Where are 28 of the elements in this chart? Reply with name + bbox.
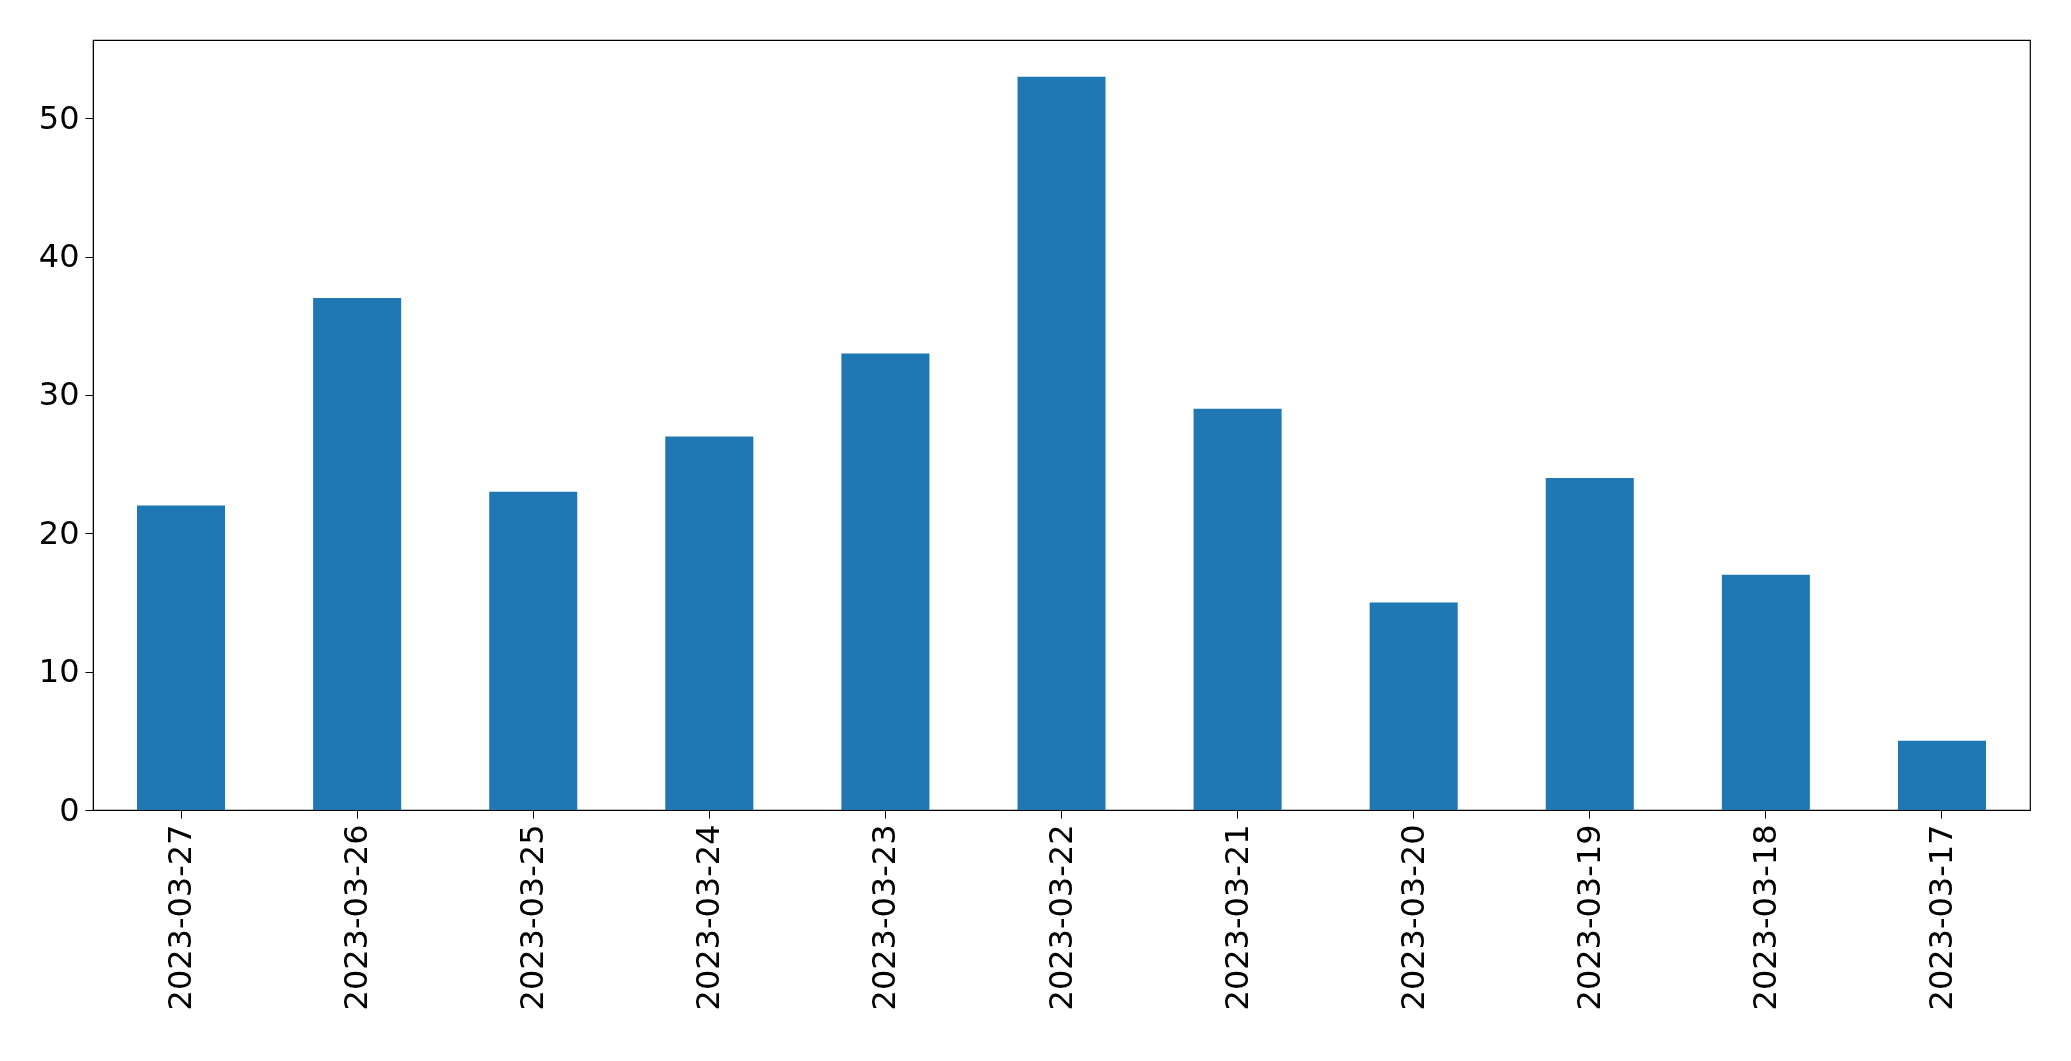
x-tick-label: 2023-03-22 <box>1041 824 1080 1011</box>
bar <box>1017 76 1106 810</box>
x-tick-label: 2023-03-23 <box>865 824 904 1011</box>
bar <box>1193 408 1282 810</box>
bar <box>1545 477 1634 810</box>
y-tick-label: 30 <box>38 375 80 414</box>
bar <box>665 436 754 810</box>
x-tick-label: 2023-03-21 <box>1217 824 1256 1011</box>
bar <box>1721 574 1810 810</box>
y-tick-label: 10 <box>38 652 80 691</box>
y-tick-label: 40 <box>38 237 80 276</box>
x-tick-label: 2023-03-17 <box>1921 824 1960 1011</box>
x-tick-label: 2023-03-24 <box>689 824 728 1011</box>
x-tick-label: 2023-03-19 <box>1569 824 1608 1011</box>
x-tick-label: 2023-03-20 <box>1393 824 1432 1011</box>
y-tick-label: 50 <box>38 98 80 137</box>
bar <box>313 298 402 810</box>
x-tick-label: 2023-03-18 <box>1745 824 1784 1011</box>
bar <box>1369 602 1458 810</box>
x-tick-label: 2023-03-26 <box>337 824 376 1011</box>
x-tick-label: 2023-03-27 <box>161 824 200 1011</box>
y-tick-label: 0 <box>59 790 80 829</box>
bar <box>489 491 578 810</box>
x-tick-label: 2023-03-25 <box>513 824 552 1011</box>
bar <box>841 353 930 810</box>
y-tick-label: 20 <box>38 513 80 552</box>
bar <box>137 505 226 810</box>
bar <box>1897 740 1986 810</box>
